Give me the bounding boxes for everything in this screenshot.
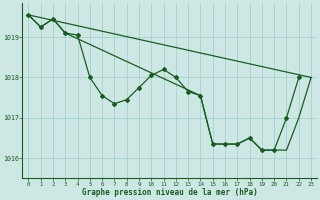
X-axis label: Graphe pression niveau de la mer (hPa): Graphe pression niveau de la mer (hPa) <box>82 188 258 197</box>
